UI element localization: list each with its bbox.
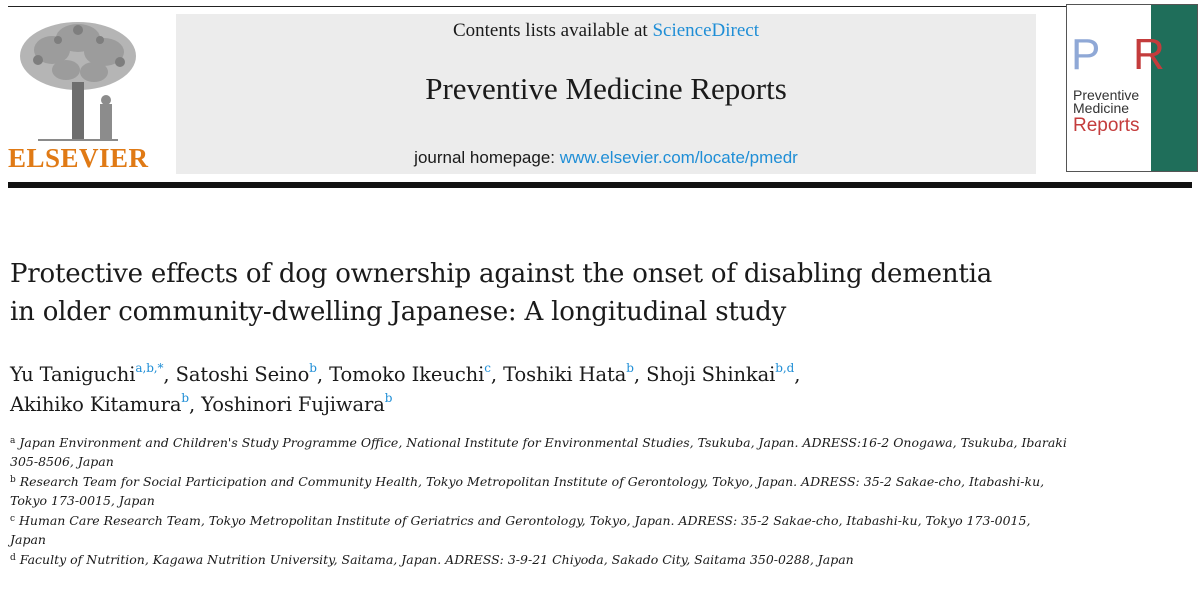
affiliation-label: c [10, 514, 16, 524]
top-rule [8, 6, 1192, 7]
author-affil-sup[interactable]: b [181, 391, 189, 405]
cover-journal-name: Preventive Medicine Reports [1073, 87, 1140, 136]
affiliation-text-cont: Japan [10, 532, 46, 547]
author-name[interactable]: Yu Taniguchi [10, 363, 136, 386]
author-affil-sup[interactable]: b,d [775, 361, 795, 375]
affiliation-label: a [10, 436, 16, 446]
affiliation-label: b [10, 475, 16, 485]
cover-color-bar [1151, 5, 1197, 171]
author-name[interactable]: Toshiki Hata [503, 363, 627, 386]
author-affil-sup[interactable]: a,b,* [135, 361, 164, 375]
cover-logo-r: R [1133, 30, 1165, 79]
cover-logo: PMR [1071, 30, 1165, 79]
affiliation-text-cont: 305-8506, Japan [10, 454, 114, 469]
homepage-prefix: journal homepage: [414, 148, 555, 167]
author-list: Yu Taniguchia,b,*, Satoshi Seinob, Tomok… [10, 360, 1160, 420]
author-name[interactable]: Akihiko Kitamura [10, 393, 182, 416]
author-separator: , [163, 363, 176, 386]
affiliation-item: a Japan Environment and Children's Study… [10, 433, 1090, 471]
affiliation-item: c Human Care Research Team, Tokyo Metrop… [10, 511, 1090, 549]
cover-line1: Preventive [1073, 87, 1140, 103]
cover-line2: Medicine [1073, 100, 1130, 116]
article-title: Protective effects of dog ownership agai… [10, 255, 1160, 331]
author-affil-sup[interactable]: b [384, 391, 393, 405]
author-name[interactable]: Satoshi Seino [175, 363, 310, 386]
affiliation-text: Faculty of Nutrition, Kagawa Nutrition U… [19, 552, 854, 567]
author-name[interactable]: Tomoko Ikeuchi [329, 363, 485, 386]
elsevier-logo[interactable]: ELSEVIER [8, 16, 148, 176]
journal-cover[interactable]: PMR Preventive Medicine Reports [1066, 4, 1198, 172]
author-separator: , [633, 363, 647, 386]
header-divider [8, 182, 1192, 188]
author-affil-sup[interactable]: b [309, 361, 317, 375]
author-separator: , [188, 393, 202, 416]
homepage-link[interactable]: www.elsevier.com/locate/pmedr [559, 148, 798, 167]
article-title-line1: Protective effects of dog ownership agai… [10, 259, 993, 289]
cover-line3: Reports [1073, 115, 1140, 136]
affiliation-text-cont: Tokyo 173-0015, Japan [10, 493, 155, 508]
publisher-name: ELSEVIER [8, 143, 149, 173]
tree-logo-icon [20, 22, 136, 141]
author-affil-sup[interactable]: c [484, 361, 491, 375]
journal-header: Contents lists available at ScienceDirec… [176, 14, 1036, 174]
author-separator: , [794, 363, 801, 386]
author-name[interactable]: Shoji Shinkai [646, 363, 776, 386]
author-name[interactable]: Yoshinori Fujiwara [201, 393, 385, 416]
article-title-line2: in older community-dwelling Japanese: A … [10, 297, 787, 327]
affiliation-item: d Faculty of Nutrition, Kagawa Nutrition… [10, 550, 1090, 569]
contents-line: Contents lists available at ScienceDirec… [176, 20, 1036, 42]
sciencedirect-link[interactable]: ScienceDirect [652, 20, 760, 41]
author-separator: , [490, 363, 504, 386]
affiliation-text: Research Team for Social Participation a… [19, 474, 1045, 489]
affiliation-text: Japan Environment and Children's Study P… [19, 435, 1067, 450]
affiliation-label: d [10, 553, 16, 563]
contents-prefix: Contents lists available at [452, 20, 648, 41]
author-affil-sup[interactable]: b [626, 361, 634, 375]
affiliation-text: Human Care Research Team, Tokyo Metropol… [19, 513, 1031, 528]
cover-logo-m: M [1098, 30, 1135, 79]
affiliation-item: b Research Team for Social Participation… [10, 472, 1090, 510]
journal-title[interactable]: Preventive Medicine Reports [425, 71, 787, 106]
homepage-line: journal homepage: www.elsevier.com/locat… [176, 148, 1036, 168]
cover-logo-p: P [1071, 30, 1100, 79]
author-separator: , [316, 363, 330, 386]
